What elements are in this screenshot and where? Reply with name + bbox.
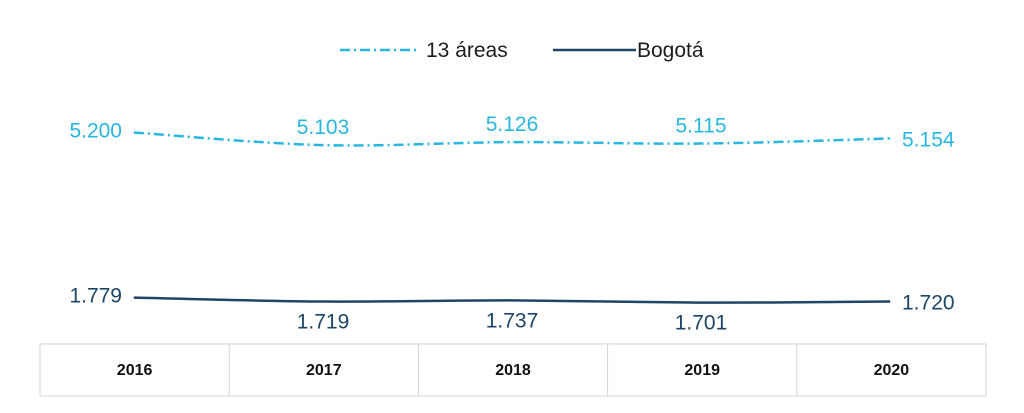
- plot-area: 5.200 5.103 5.126 5.115 5.154 1.779 1.719 1.737…: [69, 113, 954, 335]
- data-label: 5.103: [297, 116, 350, 139]
- data-point: [700, 143, 702, 145]
- data-point: [322, 301, 324, 303]
- data-label: 1.720: [902, 291, 955, 314]
- data-label: 5.126: [486, 113, 539, 136]
- legend: 13 áreas Bogotá: [340, 39, 704, 62]
- data-point: [889, 300, 891, 302]
- year-label: 2017: [306, 362, 342, 379]
- data-point: [889, 137, 891, 139]
- data-label: 5.200: [69, 120, 122, 143]
- legend-label-bogota: Bogotá: [637, 39, 704, 62]
- legend-label-13-areas: 13 áreas: [426, 39, 508, 62]
- data-point: [133, 132, 135, 133]
- data-point: [322, 144, 324, 146]
- data-point: [133, 297, 135, 299]
- year-label: 2020: [874, 362, 910, 379]
- data-point: [511, 141, 513, 143]
- year-label: 2016: [117, 362, 153, 379]
- data-label: 1.701: [675, 312, 728, 335]
- data-label: 5.154: [902, 128, 955, 151]
- table-frame: [39, 343, 987, 397]
- data-label: 1.719: [297, 311, 350, 334]
- year-label: 2018: [495, 362, 531, 379]
- year-table: 2016 2017 2018 2019 2020: [39, 343, 987, 397]
- series-line-0: [133, 131, 891, 147]
- data-point: [511, 299, 513, 301]
- data-label: 5.115: [676, 115, 727, 138]
- data-label: 1.779: [69, 285, 122, 308]
- data-label: 1.737: [486, 309, 539, 332]
- year-label: 2019: [684, 362, 720, 379]
- data-point: [700, 302, 702, 304]
